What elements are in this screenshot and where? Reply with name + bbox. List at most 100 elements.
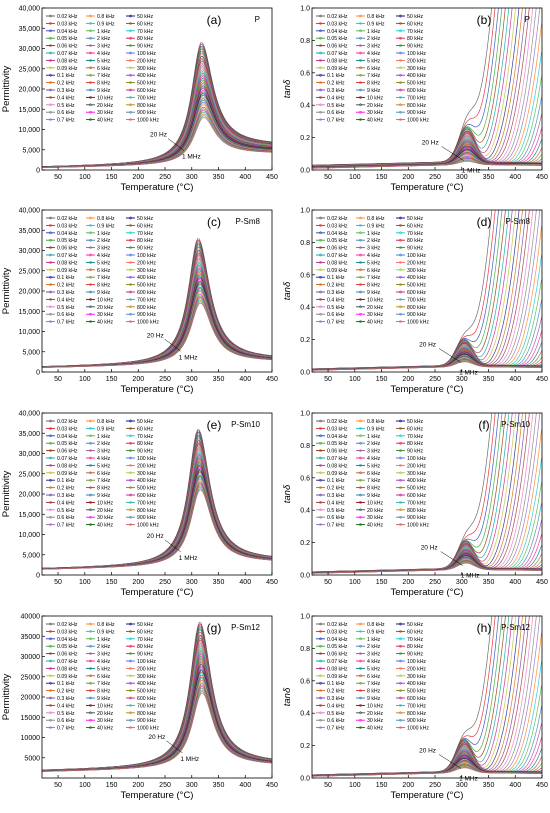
legend-label: 8 kHz (367, 486, 381, 492)
legend-marker (399, 283, 402, 286)
legend-label: 0.04 kHz (57, 231, 78, 237)
y-tick-label: 0.6 (300, 70, 310, 77)
legend-label: 7 kHz (97, 73, 111, 79)
legend-marker (49, 718, 52, 722)
legend-marker (49, 238, 52, 242)
legend-label: 4 kHz (97, 253, 111, 259)
series-line-50kHz (42, 470, 272, 570)
legend-marker (359, 464, 362, 467)
legend-marker (89, 51, 92, 55)
legend-marker (49, 44, 52, 47)
legend-label: 200 kHz (407, 58, 426, 64)
legend-marker (359, 659, 362, 663)
legend-label: 0.06 kHz (327, 246, 348, 252)
y-tick-label: 30,000 (19, 451, 41, 458)
legend-label: 90 kHz (407, 44, 424, 50)
y-tick-label: 0 (36, 573, 40, 580)
legend-marker (129, 290, 132, 294)
annotation-low-freq: 20 Hz (147, 533, 164, 540)
series-line-4kHz (312, 534, 542, 573)
legend-marker (49, 711, 52, 715)
legend-label: 3 kHz (97, 449, 111, 455)
y-tick-label: 40000 (21, 614, 41, 621)
annotation-arrow (441, 146, 464, 161)
legend-label: 0.9 kHz (367, 223, 385, 229)
legend-label: 0.09 kHz (327, 471, 348, 477)
legend-marker (129, 726, 132, 729)
legend-label: 90 kHz (407, 246, 424, 252)
x-tick-label: 450 (266, 174, 278, 181)
legend-label: 2 kHz (367, 644, 381, 650)
legend-label: 0.6 kHz (327, 718, 345, 724)
legend-marker (399, 681, 402, 685)
legend-marker (49, 486, 52, 489)
legend-label: 0.3 kHz (327, 88, 345, 94)
legend-marker (319, 238, 322, 242)
legend-label: 60 kHz (407, 21, 424, 27)
x-tick-label: 250 (159, 782, 171, 789)
legend-marker (129, 246, 132, 249)
legend-marker (49, 231, 52, 235)
x-tick-label: 450 (266, 579, 278, 586)
legend-marker (399, 449, 402, 452)
legend-label: 0.04 kHz (57, 637, 78, 643)
legend-label: 0.05 kHz (327, 441, 348, 447)
legend-label: 20 kHz (97, 103, 114, 109)
x-tick-label: 300 (186, 782, 198, 789)
legend-label: 3 kHz (367, 652, 381, 658)
legend-marker (359, 118, 362, 121)
legend-marker (359, 478, 362, 482)
x-tick-label: 400 (239, 174, 251, 181)
legend-marker (319, 441, 322, 445)
legend-label: 800 kHz (407, 103, 426, 109)
legend-marker (49, 96, 52, 99)
legend-label: 0.02 kHz (327, 216, 348, 222)
annotation-high-freq: 1 MHz (182, 153, 201, 160)
legend-marker (359, 22, 362, 25)
legend-label: 0.06 kHz (57, 44, 78, 50)
legend-marker (89, 29, 92, 33)
legend-marker (319, 696, 322, 700)
legend-label: 0.07 kHz (57, 253, 78, 259)
legend-marker (319, 305, 322, 309)
legend-marker (129, 659, 132, 663)
legend-marker (319, 283, 322, 286)
legend-marker (129, 711, 132, 715)
legend-marker (319, 290, 322, 294)
legend-label: 70 kHz (137, 434, 154, 440)
y-tick-label: 0.2 (300, 743, 310, 750)
legend-label: 0.6 kHz (327, 312, 345, 318)
legend-marker (359, 238, 362, 242)
legend-marker (359, 652, 362, 655)
legend-label: 500 kHz (407, 283, 426, 289)
legend-label: 700 kHz (137, 297, 156, 303)
legend-marker (319, 622, 322, 626)
legend-label: 600 kHz (137, 290, 156, 296)
legend-marker (359, 231, 362, 235)
legend-label: 100 kHz (137, 659, 156, 665)
x-tick-label: 350 (213, 376, 225, 383)
legend-label: 0.9 kHz (367, 426, 385, 432)
legend-label: 0.02 kHz (57, 14, 78, 20)
x-tick-label: 450 (266, 782, 278, 789)
annotation-arrow (164, 539, 181, 553)
x-tick-label: 300 (186, 174, 198, 181)
legend-marker (399, 216, 402, 220)
legend-marker (129, 96, 132, 99)
legend-marker (89, 44, 92, 47)
legend-label: 900 kHz (407, 312, 426, 318)
annotation-low-freq: 20 Hz (421, 545, 438, 552)
legend-marker (49, 493, 52, 497)
legend-label: 50 kHz (407, 419, 424, 425)
series-line-1000kHz (42, 692, 272, 772)
legend-label: 1 kHz (367, 434, 381, 440)
legend-label: 9 kHz (97, 290, 111, 296)
sample-label: P (255, 15, 260, 24)
legend-label: 10 kHz (367, 95, 384, 101)
legend-label: 2 kHz (367, 238, 381, 244)
legend-label: 30 kHz (367, 718, 384, 724)
legend-marker (359, 96, 362, 99)
legend-marker (359, 36, 362, 40)
